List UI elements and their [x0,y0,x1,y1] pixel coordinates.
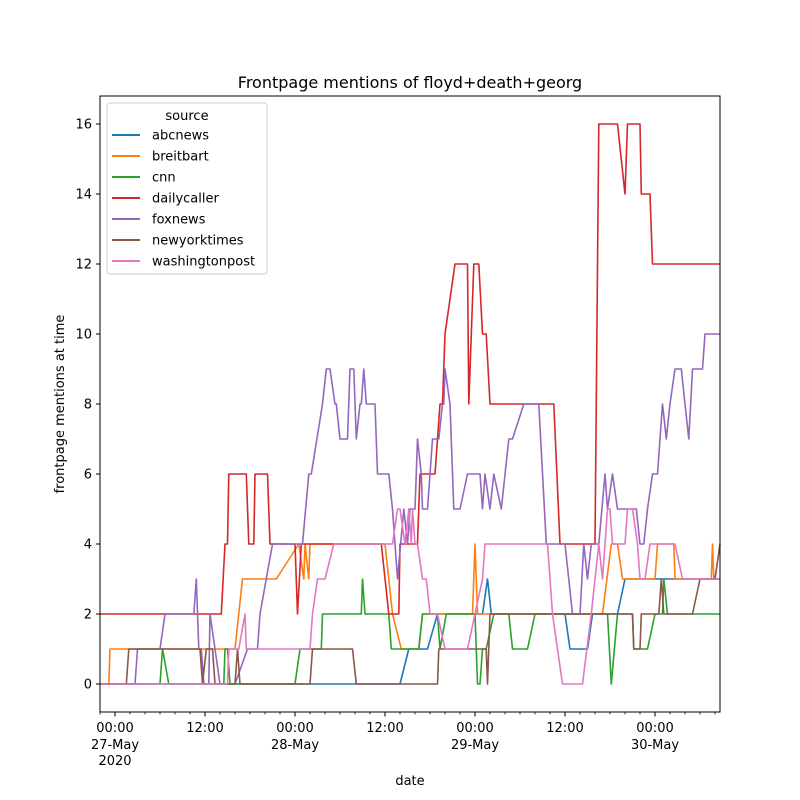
x-tick-label: 12:00 [546,721,583,736]
x-tick-date-label: 27-May [91,738,139,753]
y-axis: 0 2 4 6 8 10 12 14 16 [75,118,100,693]
legend: source abcnews breitbart cnn dailycaller fox… [106,102,268,275]
y-tick-label: 2 [84,608,92,623]
y-tick-label: 8 [84,398,92,413]
chart-title: Frontpage mentions of floyd+death+georg [238,73,582,92]
x-tick-label: 00:00 [636,721,673,736]
y-axis-label: frontpage mentions at time [53,315,68,494]
y-tick-label: 16 [75,118,92,133]
legend-label-breitbart: breitbart [152,150,209,165]
x-tick-year-label: 2020 [98,754,131,769]
legend-label-newyorktimes: newyorktimes [152,234,244,249]
series-line-washingtonpost [100,508,720,685]
y-tick-label: 10 [75,328,92,343]
series-line-foxnews [100,333,720,685]
x-tick-label: 00:00 [456,721,493,736]
y-tick-label: 14 [75,188,92,203]
x-tick-date-label: 29-May [451,738,499,753]
y-tick-label: 12 [75,258,92,273]
legend-box [106,102,268,275]
y-tick-label: 6 [84,468,92,483]
y-tick-label: 0 [84,678,92,693]
series-line-dailycaller [100,123,720,615]
legend-label-foxnews: foxnews [152,213,206,228]
x-tick-date-label: 28-May [271,738,319,753]
y-tick-label: 4 [84,538,92,553]
legend-label-washingtonpost: washingtonpost [152,255,255,270]
legend-label-dailycaller: dailycaller [152,192,219,207]
x-tick-label: 12:00 [186,721,223,736]
x-tick-label: 12:00 [366,721,403,736]
series-lines [100,123,721,685]
x-tick-label: 00:00 [276,721,313,736]
x-axis-label: date [395,774,424,789]
x-tick-date-label: 30-May [631,738,679,753]
legend-title: source [165,109,208,124]
legend-label-abcnews: abcnews [152,129,209,144]
x-tick-label: 00:00 [96,721,133,736]
legend-label-cnn: cnn [152,171,176,186]
